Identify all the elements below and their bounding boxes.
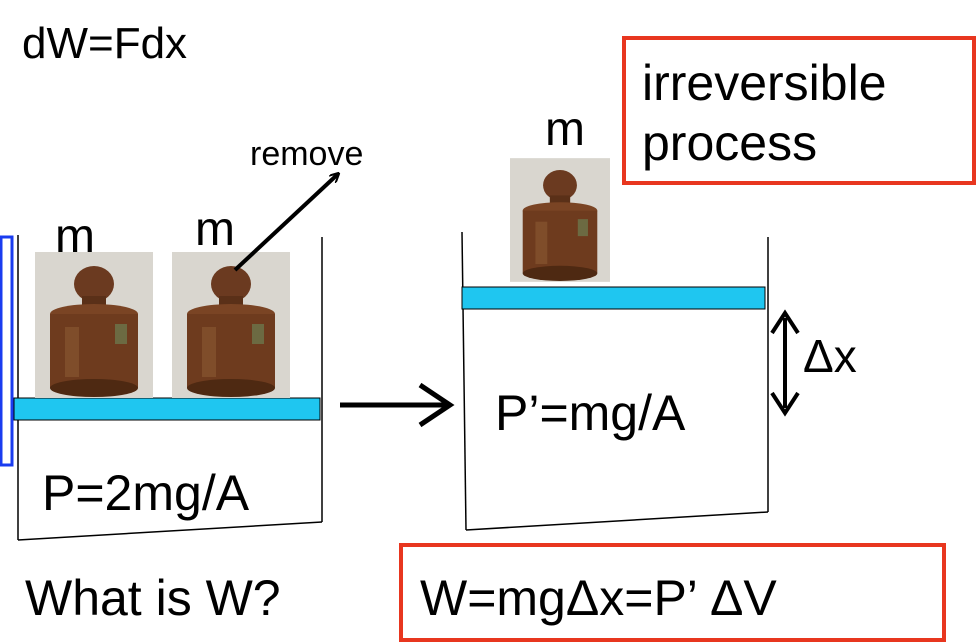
mass-label: m	[545, 103, 585, 156]
weight	[35, 252, 153, 398]
note-line: process	[642, 115, 817, 171]
note-line: irreversible	[642, 55, 887, 111]
slide: dW=Fdx irreversible process m m remove P…	[0, 0, 980, 644]
highlight-box	[1, 237, 12, 465]
cylinder-bottom	[466, 512, 768, 530]
cylinder-wall	[462, 232, 466, 530]
pressure-label: P’=mg/A	[495, 385, 686, 441]
mass-label: m	[55, 210, 95, 263]
piston	[14, 398, 320, 420]
cylinder-bottom	[18, 522, 322, 540]
mass-label: m	[195, 203, 235, 256]
formula: dW=Fdx	[22, 19, 187, 68]
remove-label: remove	[250, 135, 363, 173]
weight	[172, 252, 290, 398]
displacement-label: Δx	[803, 330, 857, 382]
question: What is W?	[25, 570, 281, 626]
pressure-label: P=2mg/A	[42, 465, 250, 521]
answer: W=mgΔx=P’ ΔV	[420, 570, 777, 626]
piston	[462, 287, 765, 309]
weight	[510, 158, 610, 282]
